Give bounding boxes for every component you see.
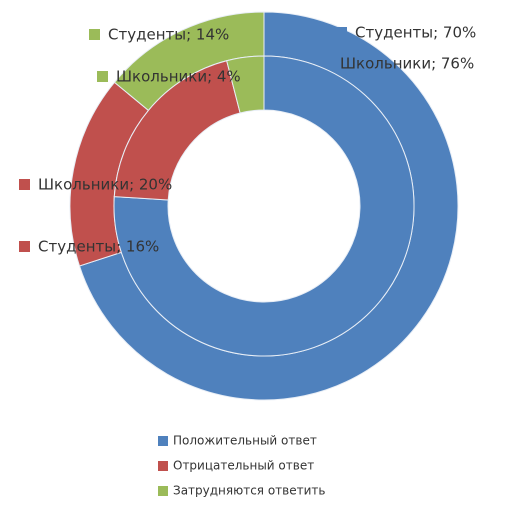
data-label: Студенты; 14% [108, 26, 229, 44]
data-label: Студенты; 16% [38, 238, 159, 256]
label-key [336, 27, 347, 38]
donut-segment [113, 55, 415, 357]
label-key [89, 29, 100, 40]
legend-key [158, 436, 168, 446]
legend-key [158, 461, 168, 471]
data-label: Школьники; 20% [38, 176, 172, 194]
label-key [97, 71, 108, 82]
legend-label: Затрудняются ответить [173, 484, 325, 498]
label-key [19, 241, 30, 252]
legend-key [158, 486, 168, 496]
legend-label: Положительный ответ [173, 434, 317, 448]
label-key [19, 179, 30, 190]
data-label: Студенты; 70% [355, 24, 476, 42]
data-label: Школьники; 76% [340, 55, 474, 73]
legend-label: Отрицательный ответ [173, 459, 314, 473]
donut-segment [226, 55, 265, 114]
data-label: Школьники; 4% [116, 68, 241, 86]
